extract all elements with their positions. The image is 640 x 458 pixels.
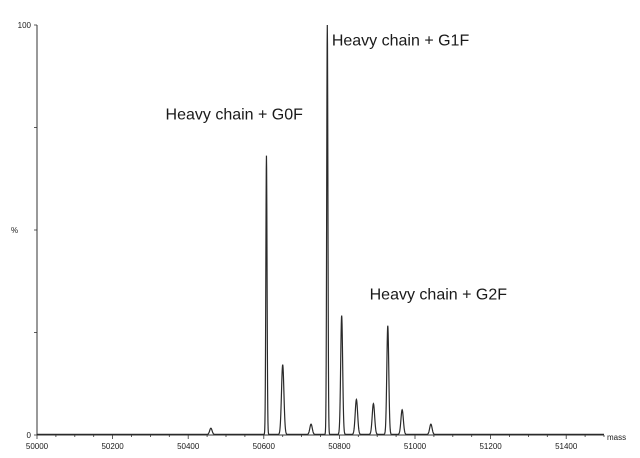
x-tick-label: 50400 bbox=[177, 442, 200, 451]
x-tick-label: 50200 bbox=[101, 442, 124, 451]
peak-annotation: Heavy chain + G2F bbox=[370, 287, 508, 304]
peak-annotation: Heavy chain + G1F bbox=[332, 33, 470, 50]
y-tick-label: 100 bbox=[18, 21, 32, 30]
tick-labels: 50000 50200 50400 50600 50800 51000 51200 51400… bbox=[11, 21, 626, 451]
y-tick-label: 0 bbox=[27, 431, 32, 440]
x-axis-label: mass bbox=[607, 433, 626, 442]
peak-annotation: Heavy chain + G0F bbox=[166, 106, 304, 123]
x-tick-label: 51200 bbox=[479, 442, 502, 451]
spectrum-line bbox=[37, 24, 604, 435]
annotations: Heavy chain + G0F Heavy chain + G1F Heavy … bbox=[166, 33, 508, 304]
axes bbox=[36, 25, 604, 436]
x-tick-label: 51000 bbox=[404, 442, 427, 451]
x-tick-label: 50000 bbox=[26, 442, 49, 451]
y-axis-label: % bbox=[11, 226, 18, 235]
x-tick-label: 51400 bbox=[555, 442, 578, 451]
x-tick-label: 50800 bbox=[328, 442, 351, 451]
x-tick-label: 50600 bbox=[253, 442, 276, 451]
